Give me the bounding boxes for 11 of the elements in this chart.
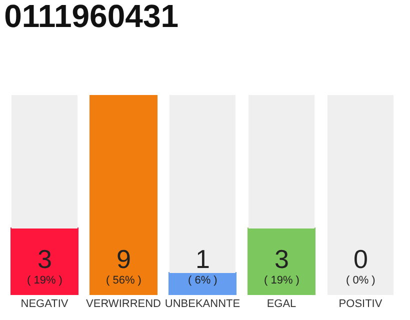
x-tick-label: NEGATIV [20,298,69,310]
data-label: 3 ( 19% ) [27,244,62,287]
x-tick-label: UNBEKANNTE [164,298,240,310]
data-label: 9 ( 56% ) [106,244,142,287]
data-label: 1 ( 6% ) [188,244,218,287]
x-tick-label: VERWIRREND [86,298,162,310]
data-label: 0 ( 0% ) [346,244,376,287]
x-tick-label: POSITIV [338,298,383,310]
data-label: 3 ( 19% ) [264,244,300,287]
chart-title: 0111960431 [4,0,179,34]
x-tick-label: EGAL [266,298,296,310]
